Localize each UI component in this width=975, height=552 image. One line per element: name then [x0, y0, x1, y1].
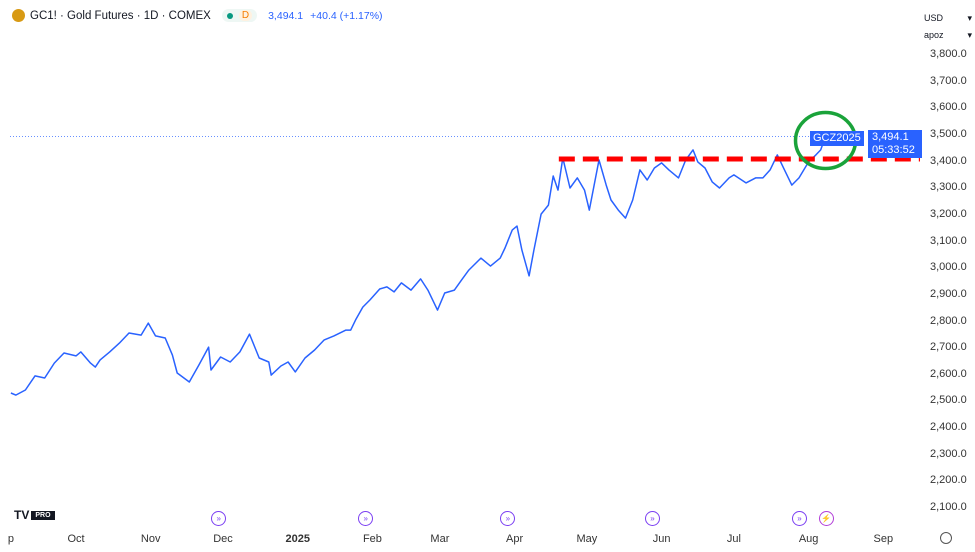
delayed-badge: D	[238, 10, 253, 21]
dividend-event-icon[interactable]: »	[500, 511, 516, 526]
currency-select[interactable]: USD ▾	[924, 13, 972, 24]
y-tick-label: 3,200.0	[930, 207, 967, 220]
x-tick-label: Jul	[726, 533, 741, 545]
y-tick-label: 2,400.0	[930, 421, 967, 434]
x-tick-label: Dec	[213, 533, 233, 545]
x-tick-label: Feb	[362, 533, 382, 545]
y-tick-label: 3,100.0	[930, 234, 967, 247]
chevron-down-icon: ▾	[967, 13, 972, 23]
symbol-price-label: GCZ2025	[810, 131, 864, 146]
current-price-label: 3,494.1 05:33:52	[868, 130, 922, 158]
y-tick-label: 3,800.0	[930, 48, 967, 60]
dividend-event-icon[interactable]: »	[358, 511, 374, 526]
y-tick-label: 3,700.0	[930, 74, 967, 87]
y-tick-label: 2,900.0	[930, 287, 967, 300]
tradingview-logo[interactable]: TV PRO	[14, 508, 55, 522]
dividend-event-icon[interactable]: »	[792, 511, 807, 526]
y-tick-label: 2,700.0	[930, 341, 967, 354]
current-price: 3,494.1	[872, 131, 909, 143]
settings-icon[interactable]	[940, 532, 952, 544]
chart-header: GC1! · Gold Futures · 1D · COMEX D 3,494…	[12, 9, 383, 22]
y-tick-label: 2,100.0	[930, 501, 967, 514]
scale-select[interactable]: apoz ▾	[924, 30, 972, 41]
x-tick-label: May	[576, 533, 598, 545]
market-open-icon	[226, 12, 233, 19]
y-tick-label: 2,300.0	[930, 447, 967, 460]
price-series-line	[10, 136, 827, 396]
scale-label: apoz	[924, 30, 944, 40]
logo-mark: TV	[14, 508, 30, 522]
x-tick-label: Mar	[430, 533, 450, 545]
gold-symbol-icon	[12, 9, 25, 22]
x-tick-label: Oct	[67, 533, 85, 545]
x-tick-label: p	[7, 533, 14, 545]
symbol-title[interactable]: GC1! · Gold Futures · 1D · COMEX	[30, 9, 211, 22]
pro-badge: PRO	[31, 510, 55, 520]
y-tick-label: 2,200.0	[930, 474, 967, 487]
y-tick-label: 2,500.0	[930, 394, 967, 407]
y-tick-label: 3,300.0	[930, 181, 967, 194]
chevron-down-icon: ▾	[967, 30, 972, 40]
last-price: 3,494.1	[268, 9, 304, 22]
x-tick-label: 2025	[285, 533, 310, 545]
dividend-event-icon[interactable]: »	[211, 511, 227, 526]
y-tick-label: 3,600.0	[930, 101, 967, 114]
y-tick-label: 3,500.0	[930, 127, 967, 140]
currency-label: USD	[924, 13, 944, 23]
price-change: +40.4 (+1.17%)	[310, 9, 383, 22]
x-tick-label: Apr	[506, 533, 524, 545]
x-tick-label: Aug	[798, 533, 819, 545]
x-tick-label: Sep	[873, 533, 894, 545]
lightning-event-icon[interactable]: ⚡	[818, 511, 834, 526]
y-tick-label: 2,600.0	[930, 367, 967, 380]
x-tick-label: Jun	[652, 533, 671, 545]
y-tick-label: 2,800.0	[930, 314, 967, 327]
y-tick-label: 3,000.0	[930, 261, 967, 274]
market-status-badge[interactable]: D	[221, 9, 258, 22]
y-tick-label: 3,400.0	[930, 154, 967, 167]
x-tick-label: Nov	[140, 533, 161, 545]
bar-countdown: 05:33:52	[872, 144, 915, 156]
dividend-event-icon[interactable]: »	[644, 511, 660, 526]
